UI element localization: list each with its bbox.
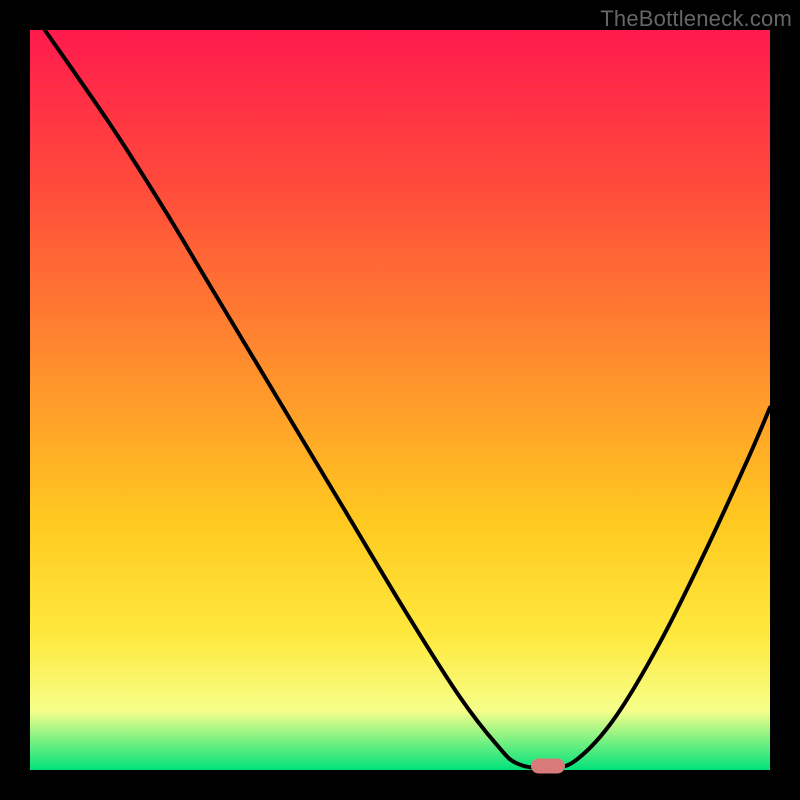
watermark-label: TheBottleneck.com <box>600 6 792 32</box>
optimum-marker <box>531 758 565 773</box>
bottleneck-curve <box>0 0 800 800</box>
chart-container: TheBottleneck.com <box>0 0 800 800</box>
